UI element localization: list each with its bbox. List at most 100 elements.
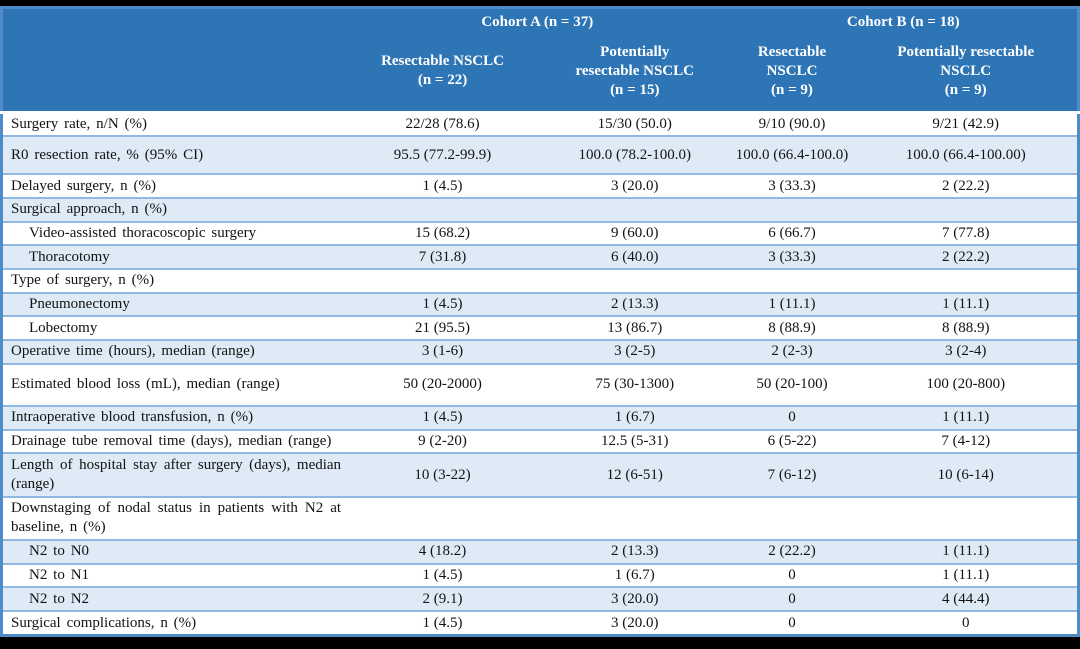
value-cell: 1 (4.5) [345,292,540,317]
table-body: Surgery rate, n/N (%) 22/28 (78.6) 15/30 (… [1,112,1079,636]
value-cell: 1 (11.1) [942,567,990,584]
value-cell: 7 (6-12) [729,453,855,497]
value-cell: 1 (4.5) [422,177,463,194]
value-cell: 2 (13.3) [539,540,730,564]
table-row: Thoracotomy 7 (31.8) 6 (40.0) 3 (33.3) 2 (22… [1,245,1079,270]
col-header-potentially-a: Potentially resectable NSCLC (n = 15) [539,32,730,112]
table-row: N2 to N0 4 (18.2) 2 (13.3) 2 (22.2) 1 (11.1) [1,540,1079,564]
value-cell [540,269,730,293]
row-label: Pneumonectomy [1,292,346,317]
outcomes-table-sheet: Cohort A (n = 37) Cohort B (n = 18) Rese… [0,6,1080,637]
value-cell: 2 (13.3) [539,292,730,317]
value-cell [854,497,1078,540]
table-row: N2 to N2 2 (9.1) 3 (20.0) 0 4 (44.4) [1,587,1079,612]
value-cell: 0 [729,587,855,612]
value-cell: 2 (9.1) [345,587,540,612]
value-cell: 7 (31.8) [345,245,540,270]
value-cell: 100.0 (66.4-100.00) [854,136,1079,175]
table-row: Delayed surgery, n (%) 1 (4.5) 3 (20.0) 3 (… [1,174,1079,198]
value-cell: 1 (11.1) [729,292,855,317]
value-cell: 22/28 (78.6) [405,115,480,132]
value-cell: 3 (2-5) [539,340,730,364]
value-cell: 7 (4-12) [941,433,991,450]
value-cell: 12.5 (5-31) [601,433,669,450]
row-label: Downstaging of nodal status in patients … [11,500,342,536]
value-cell [345,497,540,540]
row-label: Surgical approach, n (%) [1,198,346,222]
subgroup-header-row: Resectable NSCLC (n = 22) Potentially re… [1,32,1079,112]
value-cell: 1 (11.1) [854,540,1079,564]
value-cell [854,269,1078,293]
table-row: Type of surgery, n (%) [1,269,1079,293]
value-cell: 1 (11.1) [854,292,1079,317]
row-label: N2 to N0 [1,540,346,564]
row-label: Type of surgery, n (%) [11,272,155,289]
value-cell: 0 [788,567,796,584]
header-corner [1,32,346,112]
row-label: N2 to N2 [1,587,346,612]
value-cell: 4 (18.2) [345,540,540,564]
table-row: N2 to N1 1 (4.5) 1 (6.7) 0 1 (11.1) [1,563,1079,588]
value-cell [345,269,540,293]
value-cell: 0 [729,406,855,430]
value-cell: 1 (4.5) [422,567,463,584]
row-label: Thoracotomy [1,245,346,270]
row-label: Surgical complications, n (%) [11,614,197,631]
row-label: Lobectomy [29,319,98,336]
row-label: Estimated blood loss (mL), median (range… [11,376,280,393]
row-label: Intraoperative blood transfusion, n (%) [1,406,346,430]
table-row: Video-assisted thoracoscopic surgery 15 (… [1,221,1079,246]
table-row: Pneumonectomy 1 (4.5) 2 (13.3) 1 (11.1) 1 (1… [1,292,1079,317]
value-cell [854,198,1079,222]
cohort-b-header: Cohort B (n = 18) [729,7,1079,32]
value-cell: 13 (86.7) [607,319,663,336]
value-cell: 2 (22.2) [854,245,1079,270]
value-cell: 12 (6-51) [539,453,730,497]
surgical-outcomes-table: Cohort A (n = 37) Cohort B (n = 18) Rese… [0,6,1080,637]
table-row: Surgical approach, n (%) [1,198,1079,222]
value-cell: 50 (20-100) [756,376,828,393]
value-cell: 4 (44.4) [854,587,1079,612]
value-cell: 1 (4.5) [422,614,463,631]
table-header: Cohort A (n = 37) Cohort B (n = 18) Rese… [1,7,1079,112]
table-row: Surgery rate, n/N (%) 22/28 (78.6) 15/30 (… [1,112,1079,136]
value-cell: 9 (60.0) [611,225,659,242]
value-cell: 2 (22.2) [941,177,990,194]
cohort-a-header: Cohort A (n = 37) [345,7,730,32]
table-row: Surgical complications, n (%) 1 (4.5) 3 (2… [1,611,1079,635]
col-header-resectable-a: Resectable NSCLC (n = 22) [345,32,540,112]
value-cell: 1 (11.1) [854,406,1079,430]
table-row: Intraoperative blood transfusion, n (%) 1… [1,406,1079,430]
value-cell [539,198,730,222]
value-cell [730,269,855,293]
table-row: R0 resection rate, % (95% CI) 95.5 (77.2-… [1,136,1079,175]
header-corner [1,7,346,32]
value-cell: 50 (20-2000) [403,376,482,393]
value-cell: 0 [961,614,970,631]
value-cell: 2 (22.2) [729,540,855,564]
row-label: Video-assisted thoracoscopic surgery [29,225,257,242]
value-cell: 6 (66.7) [768,225,816,242]
table-row: Downstaging of nodal status in patients … [1,496,1079,540]
value-cell: 0 [788,614,796,631]
value-cell: 6 (40.0) [539,245,730,270]
value-cell: 10 (6-14) [854,453,1079,497]
table-row: Drainage tube removal time (days), media… [1,429,1079,454]
value-cell: 1 (4.5) [345,406,540,430]
value-cell: 6 (5-22) [767,433,817,450]
cohort-header-row: Cohort A (n = 37) Cohort B (n = 18) [1,7,1079,32]
value-cell: 8 (88.9) [768,319,816,336]
row-label: Length of hospital stay after surgery (d… [1,453,346,497]
row-label: R0 resection rate, % (95% CI) [1,136,346,175]
value-cell: 3 (2-4) [854,340,1079,364]
value-cell: 3 (20.0) [539,587,730,612]
value-cell: 3 (1-6) [345,340,540,364]
value-cell: 9/21 (42.9) [932,115,1000,132]
table-row: Operative time (hours), median (range) 3 … [1,340,1079,364]
value-cell: 15 (68.2) [415,225,471,242]
value-cell: 1 (6.7) [614,567,655,584]
value-cell: 2 (2-3) [729,340,855,364]
value-cell: 15/30 (50.0) [597,115,672,132]
value-cell: 10 (3-22) [345,453,540,497]
value-cell: 100 (20-800) [926,376,1006,393]
